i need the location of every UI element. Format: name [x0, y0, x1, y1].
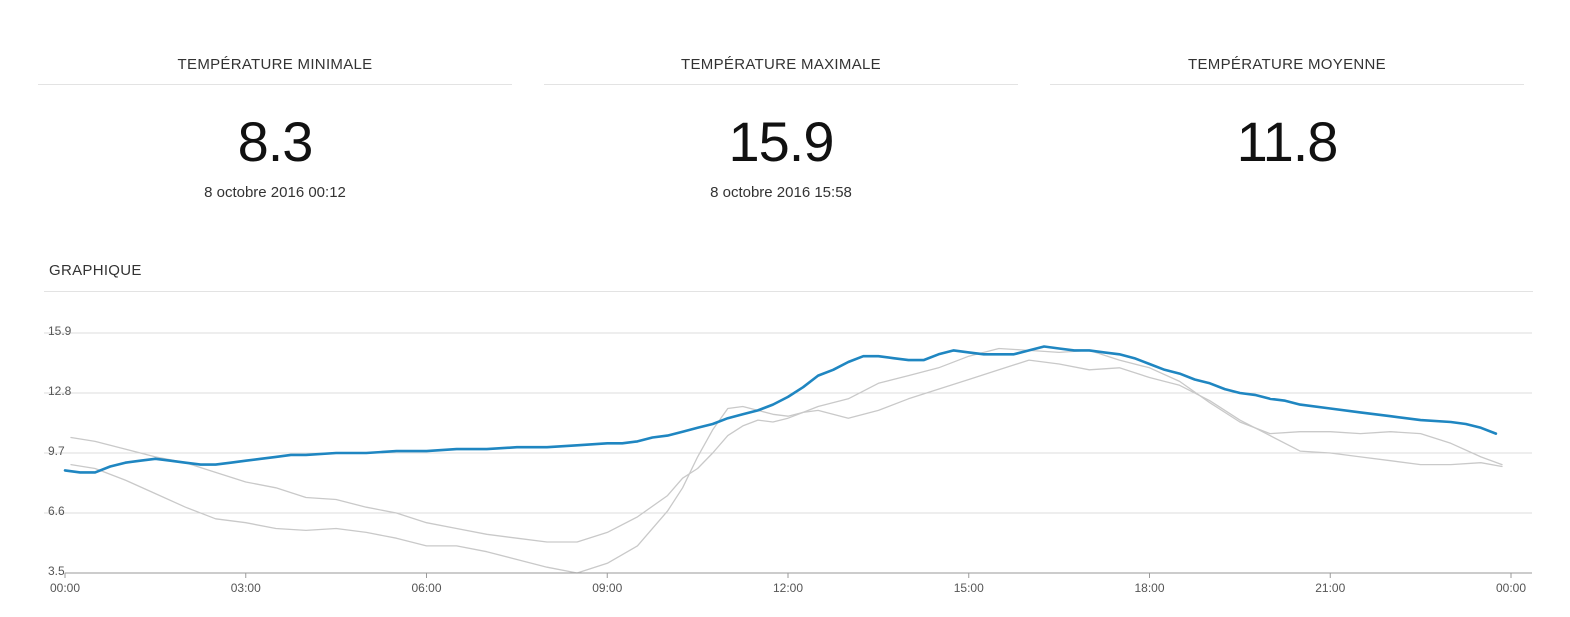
series-line-main	[63, 345, 1498, 474]
stat-min-date: 8 octobre 2016 00:12	[204, 184, 346, 201]
x-tick-label: 12:00	[773, 581, 803, 595]
series-lines	[63, 345, 1503, 574]
stat-max-value: 15.9	[728, 110, 835, 173]
y-tick-label: 15.9	[48, 324, 72, 338]
x-tick-label: 15:00	[954, 581, 984, 595]
x-tick-label: 06:00	[411, 581, 441, 595]
series-line-secondary	[70, 347, 1503, 543]
x-tick-label: 00:00	[50, 581, 80, 595]
section-title: GRAPHIQUE	[49, 262, 142, 279]
stat-avg-value: 11.8	[1236, 110, 1339, 173]
stat-max-temperature: TEMPÉRATURE MAXIMALE 15.9 8 octobre 2016…	[544, 0, 1018, 210]
stat-min-value: 8.3	[237, 110, 314, 173]
stat-avg-title: TEMPÉRATURE MOYENNE	[1050, 54, 1524, 85]
x-tick-label: 09:00	[592, 581, 622, 595]
y-tick-label: 6.6	[48, 504, 65, 518]
section-divider	[44, 291, 1533, 292]
stat-max-title: TEMPÉRATURE MAXIMALE	[544, 54, 1018, 85]
x-axis: 00:00 03:00 06:00 09:00 12:00 15:00 18:00 21:00…	[50, 572, 1532, 595]
stat-min-temperature: TEMPÉRATURE MINIMALE 8.3 8 octobre 2016 …	[38, 0, 512, 210]
x-tick-label: 03:00	[231, 581, 261, 595]
y-tick-label: 12.8	[48, 384, 72, 398]
y-tick-label: 3.5	[48, 564, 65, 578]
stat-min-title: TEMPÉRATURE MINIMALE	[38, 54, 512, 85]
y-tick-label: 9.7	[48, 444, 65, 458]
series-line-secondary	[70, 359, 1503, 574]
x-tick-label: 00:00	[1496, 581, 1526, 595]
stat-max-date: 8 octobre 2016 15:58	[710, 184, 852, 201]
temperature-line-chart: 3.5 6.6 9.7 12.8 15.9 00:00 03:00 06:00 09:00 12…	[44, 324, 1532, 595]
stat-avg-temperature: TEMPÉRATURE MOYENNE 11.8	[1050, 0, 1524, 210]
grid-lines	[44, 332, 1532, 514]
x-tick-label: 21:00	[1315, 581, 1345, 595]
y-axis-labels: 3.5 6.6 9.7 12.8 15.9	[48, 324, 72, 578]
x-tick-label: 18:00	[1134, 581, 1164, 595]
